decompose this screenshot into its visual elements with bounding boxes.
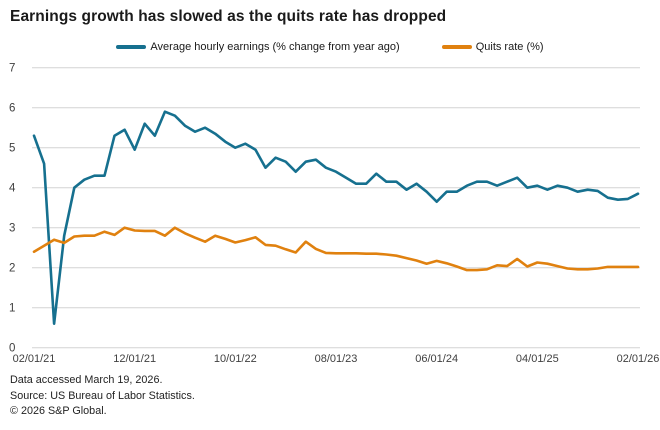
y-axis-tick-label: 7 <box>9 63 15 75</box>
legend-item-earnings: Average hourly earnings (% change from y… <box>116 41 400 53</box>
chart-title: Earnings growth has slowed as the quits … <box>10 8 447 25</box>
footer-source: Source: US Bureau of Labor Statistics. <box>10 389 195 402</box>
x-axis-tick-label: 04/01/25 <box>516 353 559 365</box>
x-axis-tick-label: 02/01/21 <box>13 353 56 365</box>
x-axis-tick-label: 06/01/24 <box>415 353 458 365</box>
y-axis-tick-label: 6 <box>9 103 15 115</box>
legend-label-earnings: Average hourly earnings (% change from y… <box>150 41 400 53</box>
y-axis-tick-label: 3 <box>9 223 15 235</box>
earnings-line <box>32 110 640 326</box>
quits-line <box>32 226 640 272</box>
y-axis-tick-label: 2 <box>9 263 15 275</box>
y-axis-tick-label: 5 <box>9 143 15 155</box>
chart-footer: Data accessed March 19, 2026. Source: US… <box>10 373 650 420</box>
x-axis-tick-label: 10/01/22 <box>214 353 257 365</box>
y-axis-tick-label: 0 <box>9 343 15 355</box>
earnings-line-swatch <box>116 45 147 49</box>
x-axis-tick-label: 02/01/26 <box>617 353 660 365</box>
legend-label-quits: Quits rate (%) <box>475 41 544 53</box>
line-chart-plot: 0 1 2 3 4 5 6 7 02/01/21 12/01/21 10/01/22 08/01/23… <box>9 63 660 365</box>
x-axis-tick-label: 12/01/21 <box>113 353 156 365</box>
y-axis-tick-label: 1 <box>9 303 15 315</box>
y-axis-tick-label: 4 <box>9 183 16 195</box>
footer-copyright: © 2026 S&P Global. <box>10 405 107 417</box>
quits-line-swatch <box>441 45 472 49</box>
chart-legend: Average hourly earnings (% change from y… <box>0 38 660 56</box>
legend-item-quits: Quits rate (%) <box>441 41 544 53</box>
x-axis-tick-label: 08/01/23 <box>315 353 358 365</box>
footer-data-accessed: Data accessed March 19, 2026. <box>10 374 163 386</box>
